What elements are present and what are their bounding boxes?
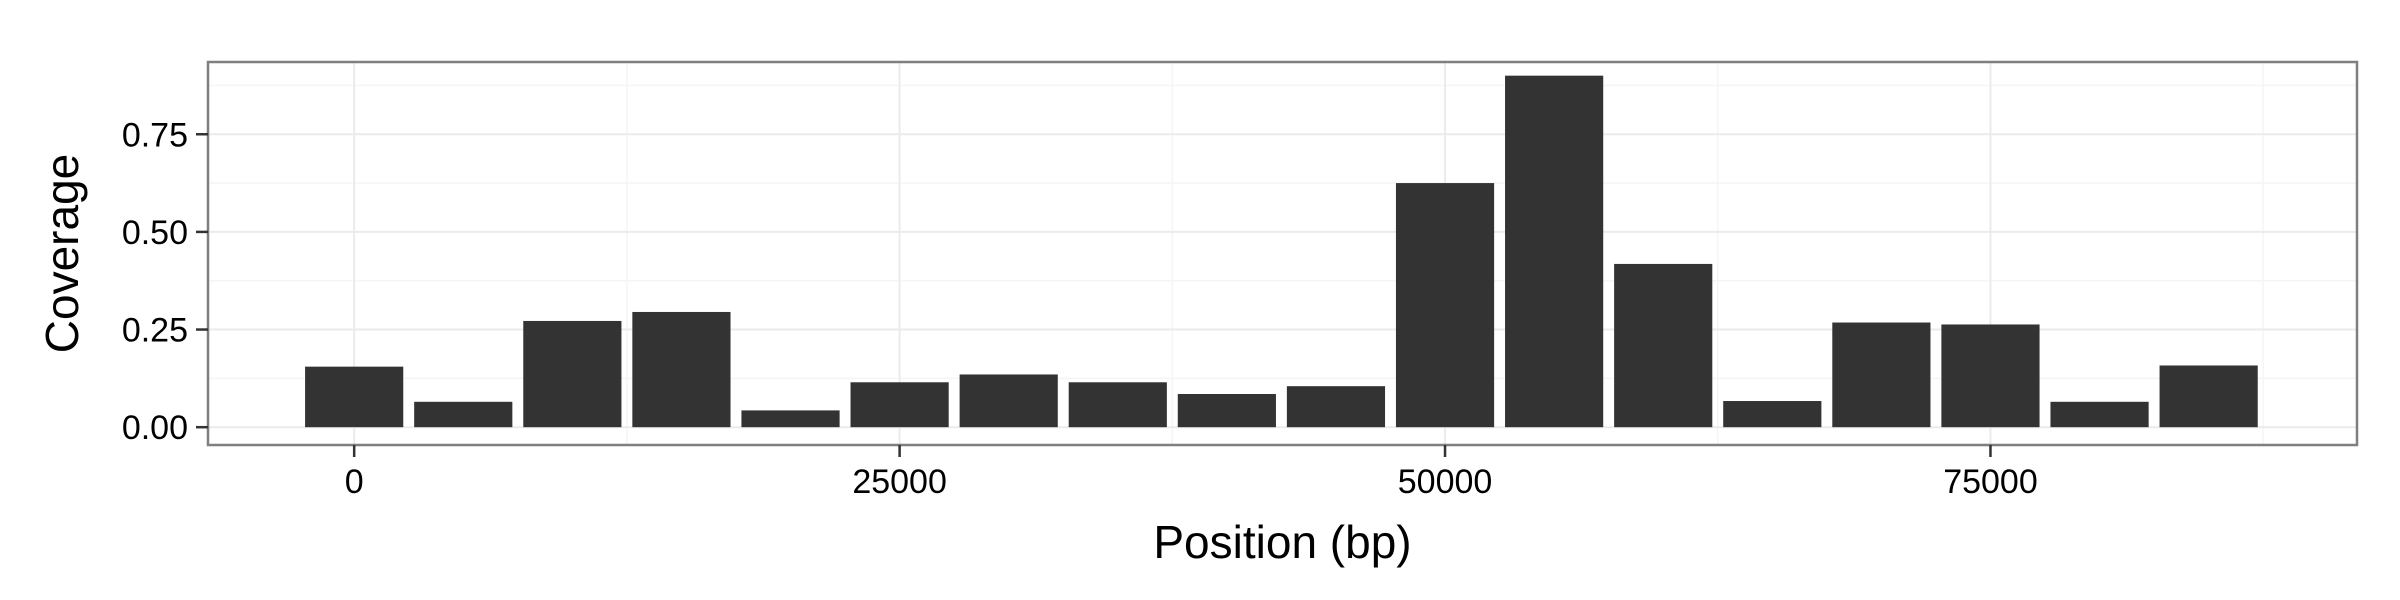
y-tick-label: 0.50 — [122, 214, 188, 252]
coverage-bar — [1505, 75, 1604, 428]
coverage-bar — [1832, 322, 1931, 428]
coverage-bar — [632, 311, 731, 428]
x-tick-label: 75000 — [1943, 463, 2038, 501]
y-axis-title: Coverage — [36, 154, 88, 353]
coverage-bar — [1177, 393, 1276, 428]
coverage-bar — [2159, 365, 2258, 428]
y-tick-label: 0.25 — [122, 312, 188, 350]
bars-layer — [305, 75, 2258, 428]
plot-panel-border — [206, 60, 2359, 447]
coverage-bar — [414, 401, 513, 428]
coverage-bar — [1068, 382, 1167, 428]
coverage-bar — [2050, 401, 2149, 428]
coverage-bar — [1941, 324, 2040, 428]
coverage-bar — [1723, 401, 1822, 428]
y-tick-label: 0.00 — [122, 409, 188, 447]
x-axis-title: Position (bp) — [1153, 516, 1411, 568]
ticks-layer: 0.00 0.25 0.50 0.75 0 25000 50000 75000 — [122, 116, 2038, 501]
coverage-bar — [1395, 183, 1495, 428]
coverage-bar — [959, 374, 1058, 428]
coverage-bar — [1286, 386, 1386, 428]
x-tick-label: 50000 — [1398, 463, 1493, 501]
coverage-bar — [741, 410, 840, 428]
coverage-bar — [850, 382, 949, 428]
y-tick-label: 0.75 — [122, 116, 188, 154]
coverage-bar — [523, 320, 622, 428]
x-tick-label: 25000 — [852, 463, 947, 501]
coverage-bar — [305, 366, 404, 428]
x-tick-label: 0 — [345, 463, 364, 501]
coverage-bar — [1614, 263, 1713, 428]
